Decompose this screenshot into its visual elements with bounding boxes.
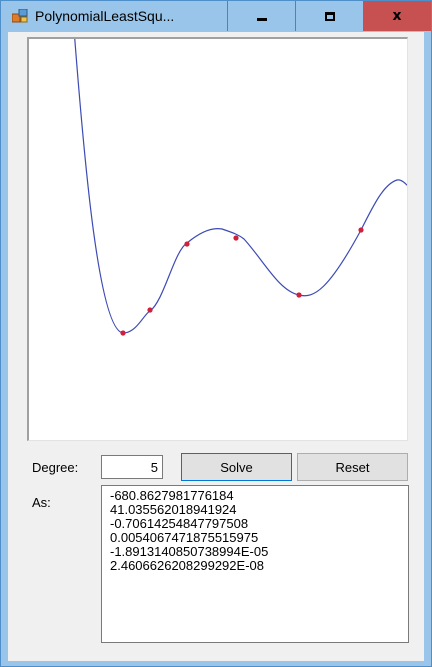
plot-panel: [27, 37, 408, 441]
window-title: PolynomialLeastSqu...: [35, 8, 175, 24]
degree-input[interactable]: [101, 455, 163, 479]
coefficients-label: As:: [32, 495, 51, 510]
coefficient-line: 41.035562018941924: [110, 502, 237, 517]
data-point: [233, 235, 239, 241]
data-point: [358, 227, 364, 233]
title-bar[interactable]: PolynomialLeastSqu... x: [1, 1, 431, 31]
coefficient-line: 2.4606626208299292E-08: [110, 558, 264, 573]
coefficient-line: -680.8627981776184: [110, 488, 234, 503]
coefficient-line: 0.0054067471875515975: [110, 530, 259, 545]
close-button[interactable]: x: [363, 1, 431, 31]
polynomial-plot: [74, 39, 407, 336]
close-icon: x: [392, 8, 402, 24]
maximize-button[interactable]: [295, 1, 363, 31]
data-point: [120, 330, 126, 336]
degree-label: Degree:: [32, 460, 79, 475]
solve-button[interactable]: Solve: [181, 453, 292, 481]
fitted-curve: [74, 39, 407, 334]
data-point: [296, 292, 302, 298]
coefficient-line: -0.70614254847797508: [110, 516, 249, 531]
coefficient-line: -1.8913140850738994E-05: [110, 544, 269, 559]
maximize-icon: [324, 11, 335, 21]
coefficients-textbox[interactable]: -680.8627981776184 41.035562018941924 -0…: [101, 485, 409, 643]
minimize-icon: [256, 17, 267, 21]
app-icon: [12, 9, 28, 23]
data-point: [147, 307, 153, 313]
reset-button[interactable]: Reset: [297, 453, 408, 481]
data-point: [184, 241, 190, 247]
minimize-button[interactable]: [227, 1, 295, 31]
